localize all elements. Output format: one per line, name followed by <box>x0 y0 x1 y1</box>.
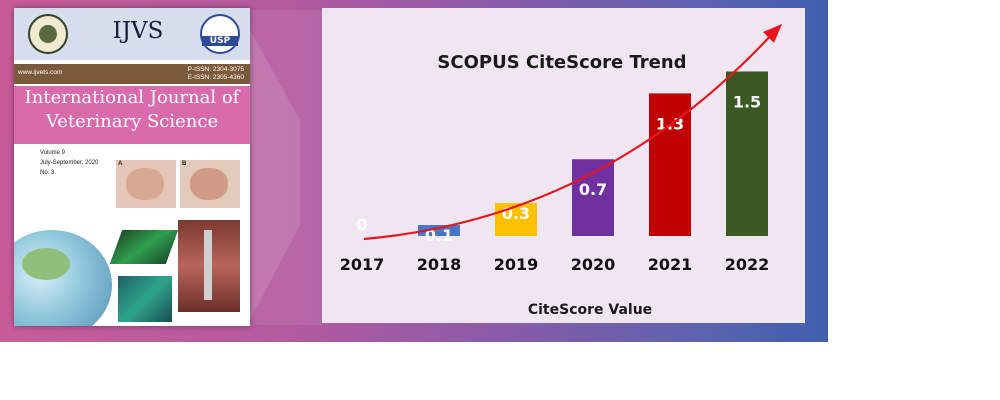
cover-image-b <box>180 160 240 208</box>
x-tick-2020: 2020 <box>571 255 616 274</box>
issue-info: Volume 9 July-September, 2020 No. 3 <box>40 148 98 178</box>
x-axis-label: CiteScore Value <box>528 302 652 318</box>
bar-2021 <box>649 93 691 236</box>
value-label-group: 00.10.30.71.31.5 <box>356 92 761 245</box>
journal-title-line-2: Veterinary Science <box>45 111 219 132</box>
value-label-2018: 0.1 <box>425 226 453 245</box>
x-tick-2017: 2017 <box>340 255 385 274</box>
print-issn: P-ISSN: 2304-3075 <box>187 66 244 73</box>
journal-title: International Journal of Veterinary Scie… <box>14 86 250 144</box>
x-tick-2019: 2019 <box>494 255 539 274</box>
issue-number: No. 3 <box>40 170 55 176</box>
value-label-2020: 0.7 <box>579 180 607 199</box>
journal-cover: IJVS USP www.ijvets.com P-ISSN: 2304-307… <box>14 8 250 326</box>
electronic-issn: E-ISSN: 2305-4360 <box>187 74 244 81</box>
journal-url: www.ijvets.com <box>18 69 63 76</box>
bar-2022 <box>726 71 768 236</box>
x-tick-group: 2017 2018 2019 2020 2021 2022 <box>340 255 770 274</box>
cover-info-bar: www.ijvets.com P-ISSN: 2304-3075 E-ISSN:… <box>14 64 250 84</box>
value-label-2022: 1.5 <box>733 92 761 111</box>
issn-block: P-ISSN: 2304-3075 E-ISSN: 2305-4360 <box>188 66 244 82</box>
period-text: July-September, 2020 <box>40 160 99 166</box>
x-tick-2021: 2021 <box>648 255 693 274</box>
x-tick-2018: 2018 <box>417 255 462 274</box>
chart-panel: SCOPUS CiteScore Trend 0 0.1 0.3 0.7 1.3 1.5 … <box>322 8 805 323</box>
society-logo-icon <box>28 14 68 54</box>
banner-background: IJVS USP www.ijvets.com P-ISSN: 2304-307… <box>0 0 828 342</box>
bar-group <box>418 71 768 236</box>
chart-title: SCOPUS CiteScore Trend <box>437 52 686 73</box>
journal-abbrev: IJVS <box>112 18 164 44</box>
cover-image-c <box>109 230 179 264</box>
cover-header: IJVS USP <box>14 8 250 60</box>
trend-arrow <box>363 31 775 241</box>
publisher-logo-text: USP <box>202 36 238 46</box>
trend-arrowhead <box>763 24 782 43</box>
cover-image-d <box>178 220 240 312</box>
bar-2019 <box>495 203 537 236</box>
projection-rays <box>0 0 828 342</box>
volume-text: Volume 9 <box>40 150 66 156</box>
cover-image-a <box>116 160 176 208</box>
publisher-logo-icon: USP <box>200 14 240 54</box>
cover-image-e <box>118 276 172 322</box>
image-label-a: A <box>118 161 123 167</box>
citescore-chart: SCOPUS CiteScore Trend 00.10.30.71.31.5 … <box>340 24 782 318</box>
globe-image <box>14 230 112 326</box>
value-label-2017: 0 <box>356 215 367 234</box>
image-label-b: B <box>182 161 187 167</box>
journal-title-line-1: International Journal of <box>24 87 240 108</box>
x-tick-2022: 2022 <box>725 255 770 274</box>
bar-2018 <box>418 225 460 236</box>
